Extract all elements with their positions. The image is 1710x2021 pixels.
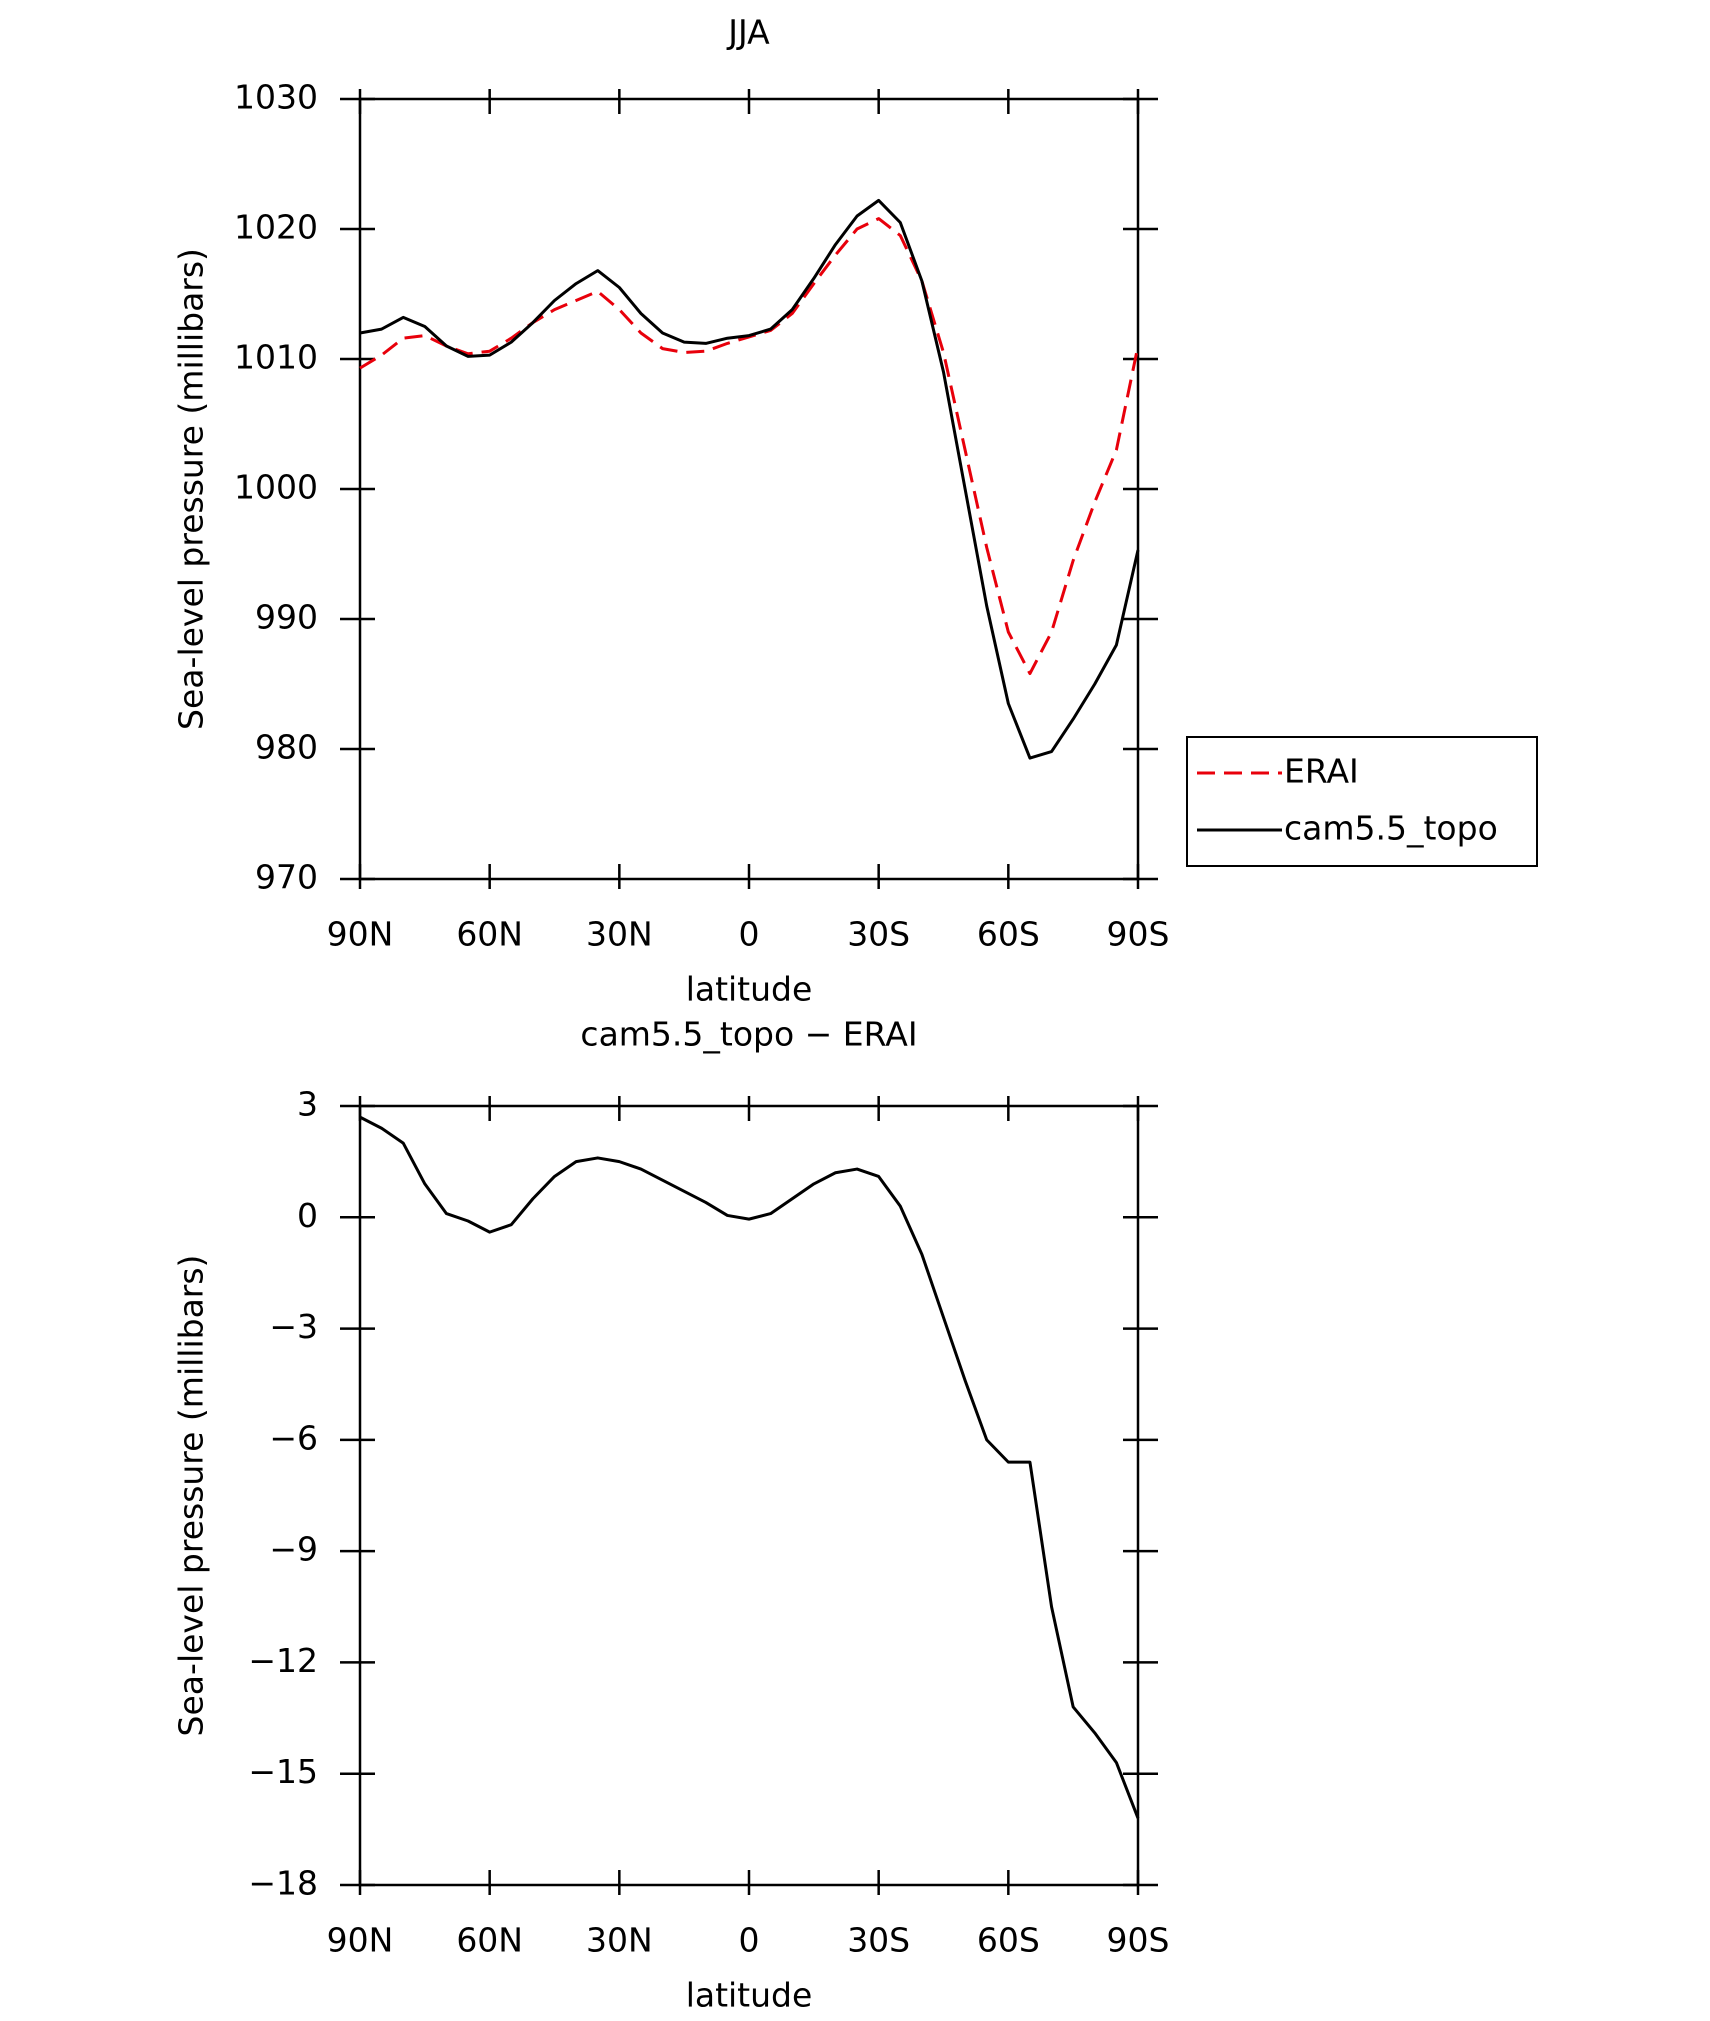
data-line	[359, 217, 1140, 676]
x-tick-label: 60N	[456, 1921, 523, 1960]
legend-label: cam5.5_topo	[1284, 809, 1498, 848]
y-tick-label: −3	[269, 1307, 318, 1346]
x-tick-label: 60S	[977, 915, 1040, 954]
plot-frame	[358, 1104, 1140, 1887]
data-line	[359, 198, 1140, 760]
y-tick-label: 1010	[234, 338, 318, 377]
y-tick-label: −9	[269, 1530, 318, 1569]
legend-label: ERAI	[1284, 752, 1359, 791]
y-tick-label: 0	[297, 1196, 318, 1235]
y-tick-label: −12	[248, 1641, 318, 1680]
y-tick-label: 3	[297, 1085, 318, 1124]
x-tick-label: 90N	[327, 915, 394, 954]
x-tick-label: 90N	[327, 1921, 394, 1960]
x-tick-label: 60N	[456, 915, 523, 954]
x-tick-label: 30N	[586, 1921, 653, 1960]
y-tick-label: 970	[255, 858, 318, 897]
x-tick-label: 90S	[1107, 1921, 1170, 1960]
x-tick-label: 0	[739, 1921, 760, 1960]
chart-title: cam5.5_topo − ERAI	[580, 1015, 917, 1054]
y-tick-label: 1020	[234, 208, 318, 247]
chart-title: JJA	[726, 13, 770, 52]
x-tick-label: 0	[739, 915, 760, 954]
y-tick-label: −18	[248, 1864, 318, 1903]
x-tick-label: 30S	[847, 915, 910, 954]
x-tick-label: 90S	[1107, 915, 1170, 954]
y-tick-label: 1030	[234, 78, 318, 117]
x-tick-label: 30S	[847, 1921, 910, 1960]
data-line	[359, 1115, 1140, 1819]
y-tick-label: 1000	[234, 468, 318, 507]
y-axis-label: Sea-level pressure (millibars)	[172, 248, 211, 730]
y-tick-label: 990	[255, 598, 318, 637]
y-tick-label: 980	[255, 728, 318, 767]
x-axis-label: latitude	[686, 970, 813, 1009]
plot-frame	[358, 97, 1140, 881]
x-tick-label: 60S	[977, 1921, 1040, 1960]
y-tick-label: −6	[269, 1418, 318, 1457]
x-tick-label: 30N	[586, 915, 653, 954]
y-axis-label: Sea-level pressure (millibars)	[172, 1255, 211, 1737]
legend-box	[1186, 736, 1538, 867]
y-tick-label: −15	[248, 1752, 318, 1791]
x-axis-label: latitude	[686, 1976, 813, 2015]
